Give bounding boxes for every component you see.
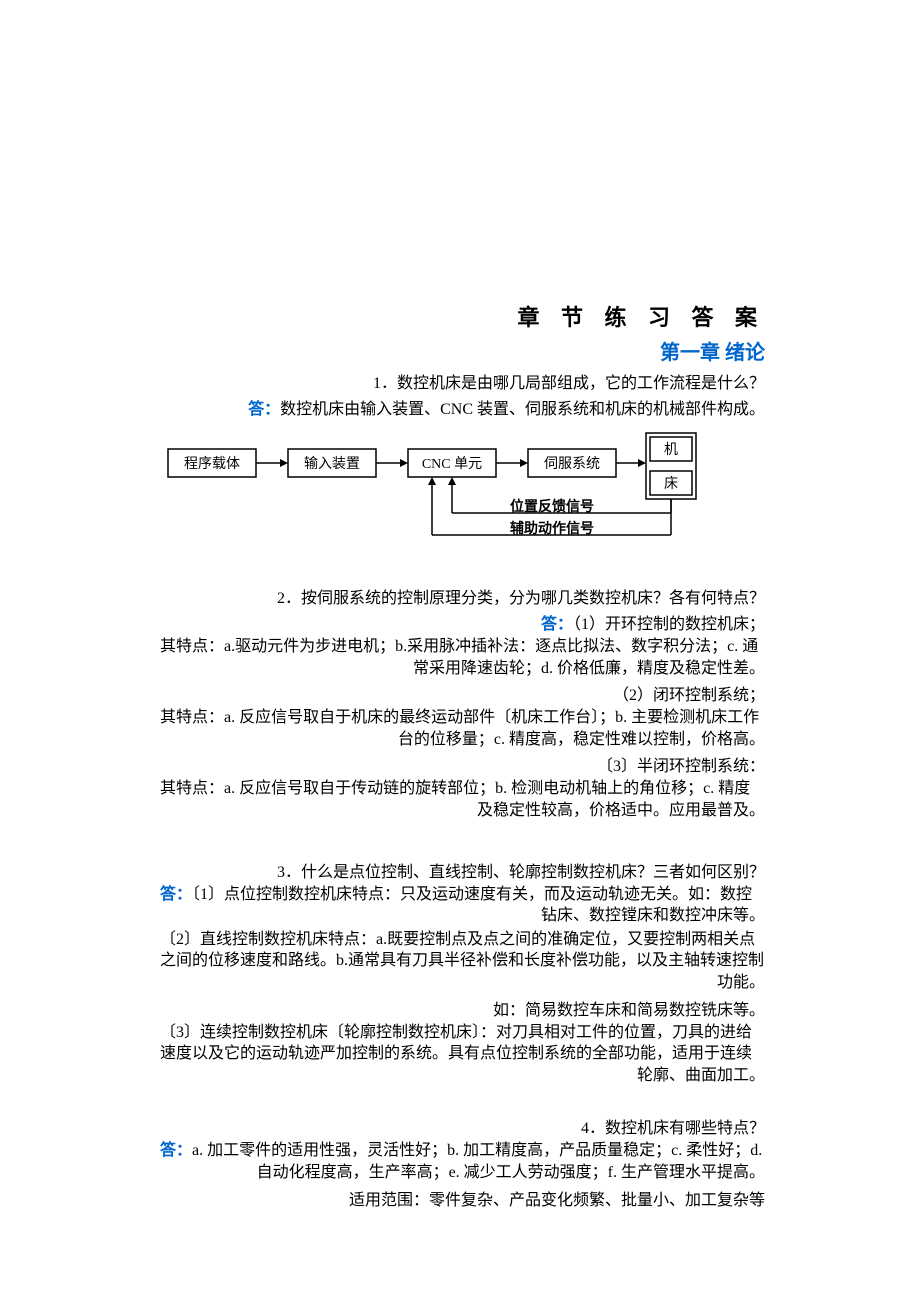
q2-question: 2．按伺服系统的控制原理分类，分为哪几类数控机床？各有何特点？ bbox=[160, 584, 765, 608]
q2-sub2: （2）闭环控制系统； bbox=[160, 681, 765, 705]
q3-a1-line: 答：〔1〕点位控制数控机床特点：只及运动速度有关，而及运动轨迹无关。如：数控钻床… bbox=[160, 884, 765, 927]
q3-a1: 〔1〕点位控制数控机床特点：只及运动速度有关，而及运动轨迹无关。如：数控钻床、数… bbox=[192, 886, 765, 925]
doc-title: 章 节 练 习 答 案 bbox=[160, 300, 765, 332]
q4-a1-line: 答：a. 加工零件的适用性强，灵活性好；b. 加工精度高，产品质量稳定；c. 柔… bbox=[160, 1140, 765, 1183]
q1-answer-line: 答：数控机床由输入装置、CNC 装置、伺服系统和机床的机械部件构成。 bbox=[160, 395, 765, 419]
answer-label: 答： bbox=[541, 616, 573, 633]
answer-label: 答： bbox=[248, 401, 280, 418]
answer-label: 答： bbox=[160, 1142, 192, 1159]
q2-intro: （1）开环控制的数控机床； bbox=[573, 616, 765, 633]
svg-text:CNC 单元: CNC 单元 bbox=[422, 456, 482, 472]
q3-a3: 〔3〕连续控制数控机床〔轮廓控制数控机床〕：对刀具相对工件的位置，刀具的进给速度… bbox=[160, 1022, 765, 1087]
q3-a2b: 如：简易数控车床和简易数控铣床等。 bbox=[160, 996, 765, 1020]
document-page: 章 节 练 习 答 案 第一章 绪论 1．数控机床是由哪几局部组成，它的工作流程… bbox=[0, 0, 920, 1270]
q2-a1: 其特点：a.驱动元件为步进电机；b.采用脉冲插补法：逐点比拟法、数字积分法；c.… bbox=[160, 636, 765, 679]
svg-text:机: 机 bbox=[664, 442, 678, 458]
q3-question: 3．什么是点位控制、直线控制、轮廓控制数控机床？三者如何区别？ bbox=[160, 858, 765, 882]
q1-question: 1．数控机床是由哪几局部组成，它的工作流程是什么？ bbox=[160, 369, 765, 393]
q2-a3: 其特点：a. 反应信号取自于传动链的旋转部位；b. 检测电动机轴上的角位移；c.… bbox=[160, 778, 765, 821]
q2-intro-line: 答：（1）开环控制的数控机床； bbox=[160, 610, 765, 634]
q2-sub3: 〔3〕半闭环控制系统： bbox=[160, 752, 765, 776]
svg-text:伺服系统: 伺服系统 bbox=[544, 456, 600, 472]
q2-a2: 其特点：a. 反应信号取自于机床的最终运动部件〔机床工作台〕；b. 主要检测机床… bbox=[160, 707, 765, 750]
svg-text:辅助动作信号: 辅助动作信号 bbox=[510, 520, 594, 537]
answer-label: 答： bbox=[160, 886, 192, 903]
chapter-title: 第一章 绪论 bbox=[160, 336, 765, 365]
flow-diagram: 程序载体 输入装置 CNC 单元 伺服系统 机床位置反馈信号辅助动作信号 bbox=[160, 431, 765, 556]
q4-a2: 适用范围：零件复杂、产品变化频繁、批量小、加工复杂等 bbox=[160, 1186, 765, 1210]
flowchart-svg: 程序载体 输入装置 CNC 单元 伺服系统 机床位置反馈信号辅助动作信号 bbox=[160, 431, 700, 551]
q4-question: 4．数控机床有哪些特点？ bbox=[160, 1114, 765, 1138]
svg-text:床: 床 bbox=[664, 476, 678, 492]
svg-text:位置反馈信号: 位置反馈信号 bbox=[510, 498, 594, 515]
svg-text:输入装置: 输入装置 bbox=[304, 456, 360, 472]
q4-a1: a. 加工零件的适用性强，灵活性好；b. 加工精度高，产品质量稳定；c. 柔性好… bbox=[192, 1142, 765, 1181]
q1-answer: 数控机床由输入装置、CNC 装置、伺服系统和机床的机械部件构成。 bbox=[280, 401, 765, 418]
q3-a2: 〔2〕直线控制数控机床特点：a.既要控制点及点之间的准确定位，又要控制两相关点之… bbox=[160, 929, 765, 994]
svg-text:程序载体: 程序载体 bbox=[184, 456, 240, 472]
